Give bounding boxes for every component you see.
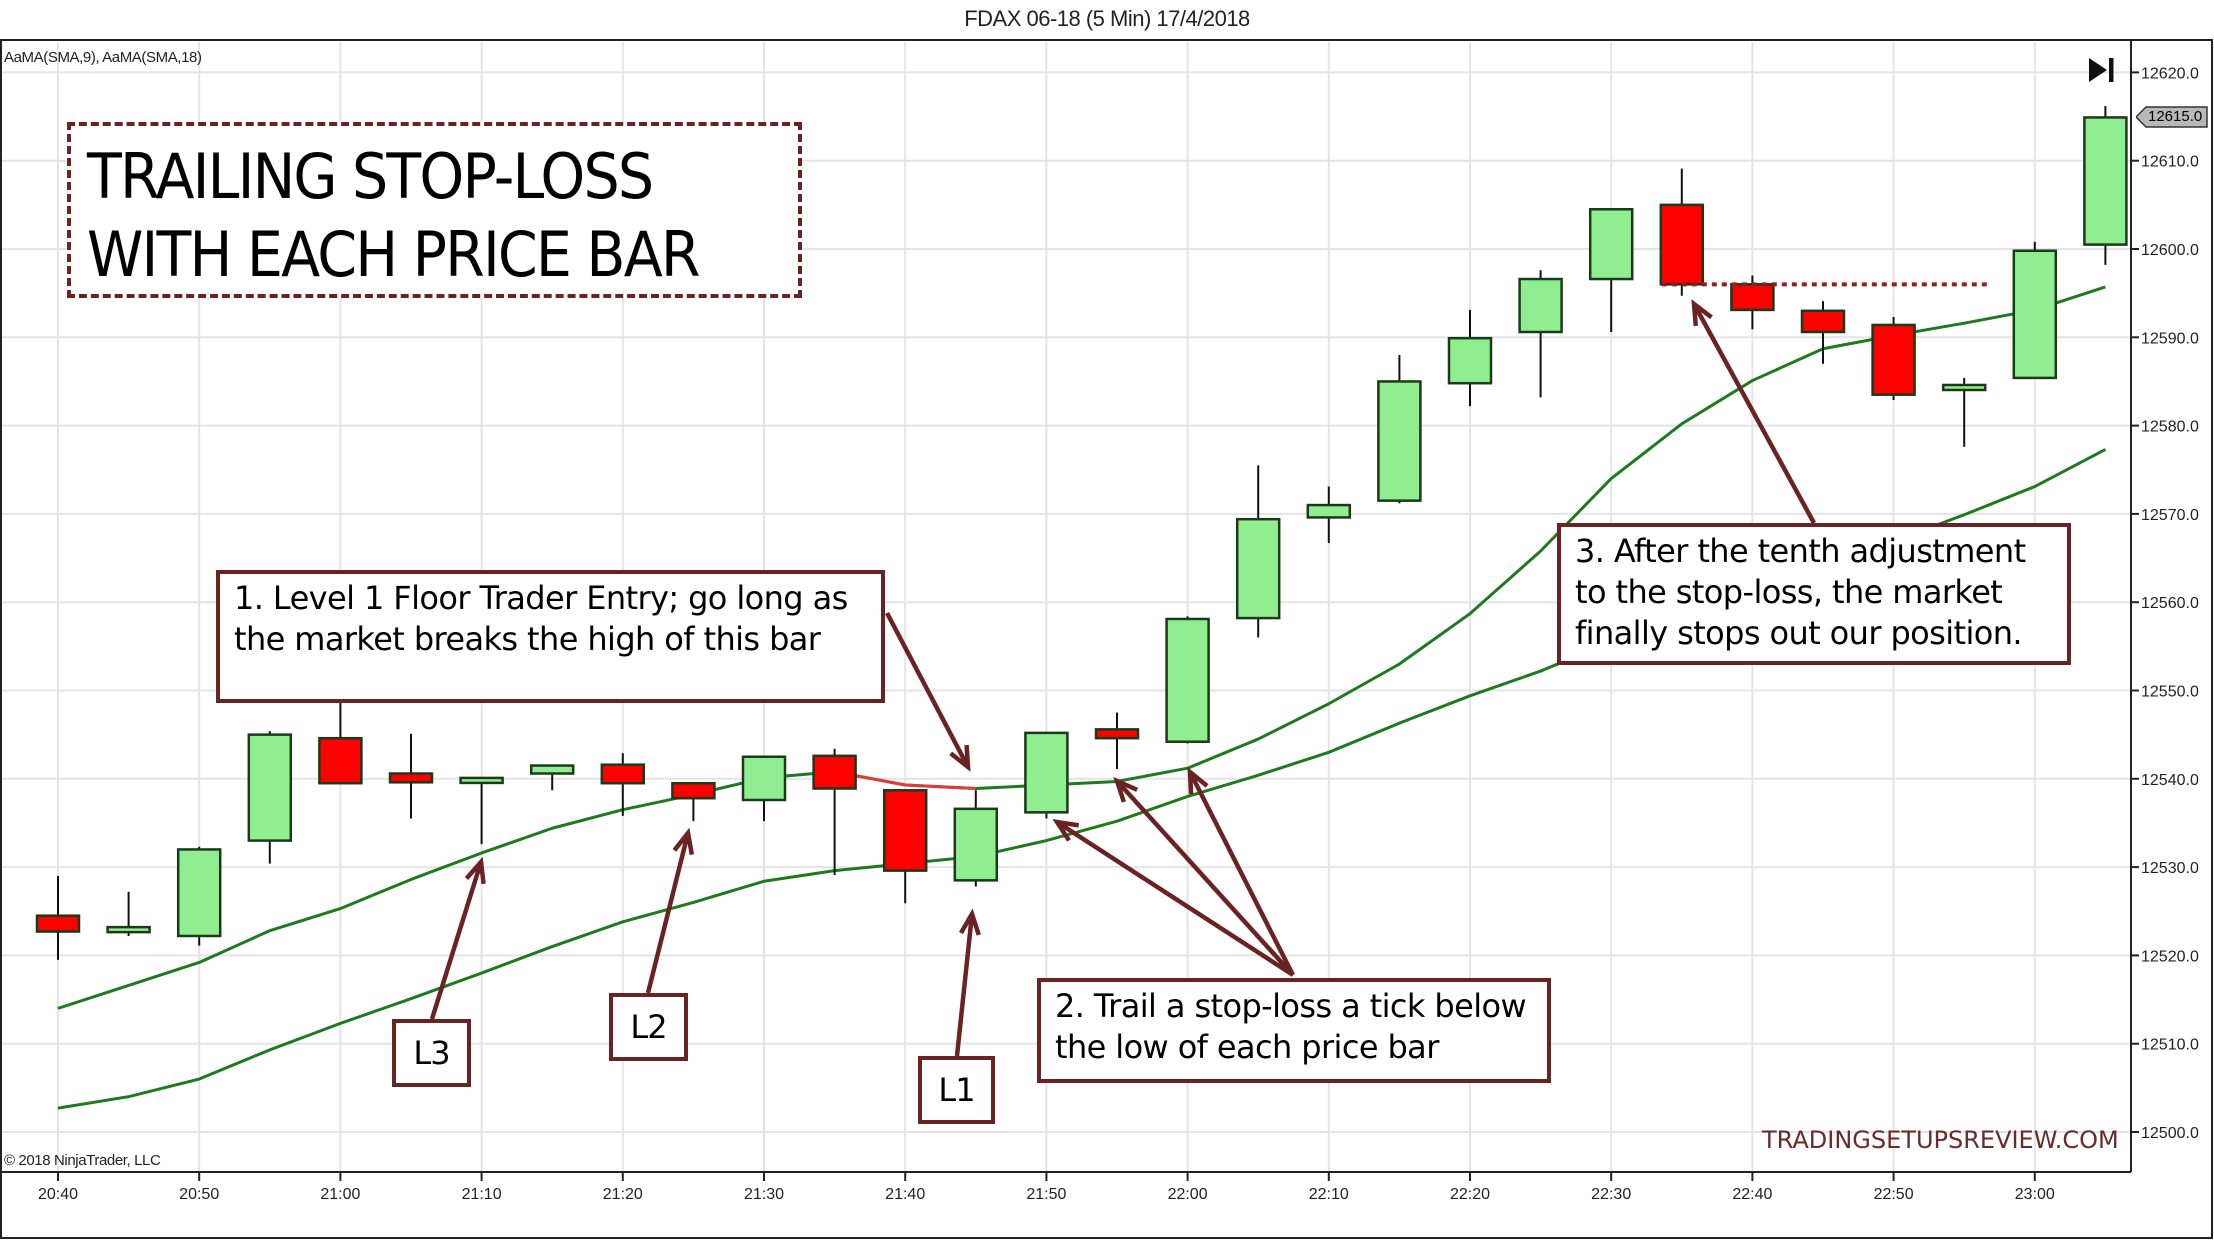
arrow-l2-to-2125 — [645, 827, 695, 994]
skip-to-end-icon[interactable] — [2087, 55, 2117, 85]
candle-2215[interactable] — [1377, 354, 1422, 504]
y-tick-label: 12620.0 — [2141, 65, 2199, 82]
candle-2150[interactable] — [1024, 731, 1069, 819]
x-tick-label: 22:50 — [1874, 1186, 1914, 1203]
note-stopped-line-3: finally stops out our position. — [1575, 614, 2023, 652]
x-tick-label: 21:20 — [603, 1186, 643, 1203]
candle-2135[interactable] — [812, 748, 857, 876]
label-l2: L2 — [609, 993, 688, 1061]
candle-2115[interactable] — [529, 764, 575, 791]
x-tick-label: 21:10 — [462, 1186, 502, 1203]
arrow-note2-to-2155 — [1113, 776, 1295, 977]
arrow-note2-to-2150 — [1052, 818, 1295, 977]
chart-frame — [0, 39, 2213, 1239]
note-trail: 2. Trail a stop-loss a tick below the lo… — [1037, 978, 1551, 1083]
y-axis-ticks: 12500.0 12510.0 12520.0 12530.0 12540.0 12550… — [2131, 65, 2199, 1142]
note-stopped-line-1: 3. After the tenth adjustment — [1575, 532, 2026, 570]
candle-2110[interactable] — [459, 776, 504, 845]
y-tick-label: 12500.0 — [2141, 1125, 2199, 1142]
watermark: TRADINGSETUPSREVIEW.COM — [1762, 1126, 2119, 1154]
annotation-arrows — [429, 299, 1816, 1057]
y-tick-label: 12570.0 — [2141, 507, 2199, 524]
candle-2230[interactable] — [1588, 208, 1634, 333]
candle-2200[interactable] — [1165, 616, 1210, 744]
candle-2225[interactable] — [1518, 270, 1563, 398]
candle-2140[interactable] — [882, 789, 928, 904]
y-tick-label: 12580.0 — [2141, 419, 2199, 436]
x-tick-label: 20:40 — [38, 1186, 78, 1203]
candle-2040[interactable] — [35, 875, 81, 960]
candle-2245[interactable] — [1800, 301, 1846, 364]
candle-2235[interactable] — [1659, 168, 1705, 296]
y-tick-label: 12550.0 — [2141, 684, 2199, 701]
candle-2050[interactable] — [176, 846, 222, 946]
copyright-text: © 2018 NinjaTrader, LLC — [4, 1152, 161, 1169]
x-tick-label: 22:30 — [1591, 1186, 1631, 1203]
candle-2305[interactable] — [2083, 105, 2128, 265]
sma-9-down-segment — [834, 770, 976, 791]
indicator-label: AaMA(SMA,9), AaMA(SMA,18) — [4, 49, 202, 66]
x-tick-label: 22:20 — [1450, 1186, 1490, 1203]
x-tick-label: 23:00 — [2015, 1186, 2055, 1203]
candle-2300[interactable] — [2012, 241, 2058, 380]
y-tick-label: 12540.0 — [2141, 772, 2199, 789]
y-tick-label: 12600.0 — [2141, 242, 2199, 259]
note-trail-line-1: 2. Trail a stop-loss a tick below — [1055, 987, 1527, 1025]
title-line-1: TRAILING STOP-LOSS — [87, 140, 654, 213]
x-tick-label: 21:30 — [744, 1186, 784, 1203]
x-axis-ticks: 20:40 20:50 21:00 21:10 21:20 21:30 21:40 21:50… — [38, 1172, 2055, 1203]
y-tick-label: 12560.0 — [2141, 595, 2199, 612]
x-tick-label: 21:00 — [320, 1186, 360, 1203]
candle-2250[interactable] — [1871, 316, 1916, 400]
x-tick-label: 20:50 — [179, 1186, 219, 1203]
y-tick-label: 12530.0 — [2141, 860, 2199, 877]
note-entry: 1. Level 1 Floor Trader Entry; go long a… — [216, 570, 885, 703]
last-price-label: 12615.0 — [2148, 108, 2203, 125]
candle-2055[interactable] — [247, 731, 293, 864]
candle-2155[interactable] — [1094, 712, 1140, 770]
candle-2255[interactable] — [1941, 377, 1987, 447]
y-tick-label: 12520.0 — [2141, 948, 2199, 965]
title-line-2: WITH EACH PRICE BAR — [87, 218, 701, 291]
candle-2145[interactable] — [953, 790, 999, 887]
label-l1: L1 — [918, 1056, 995, 1124]
candle-2220[interactable] — [1447, 309, 1493, 407]
arrow-l1-to-2145 — [954, 908, 981, 1057]
candle-2210[interactable] — [1306, 486, 1352, 544]
candlesticks[interactable] — [35, 105, 2128, 960]
candle-2100[interactable] — [318, 689, 363, 785]
candle-2130[interactable] — [741, 755, 787, 822]
sma-9-line — [57, 285, 2106, 1010]
note-entry-line-1: 1. Level 1 Floor Trader Entry; go long a… — [234, 579, 848, 617]
arrow-note3-to-stopout — [1691, 299, 1816, 525]
x-tick-label: 22:40 — [1732, 1186, 1772, 1203]
y-tick-label: 12590.0 — [2141, 330, 2199, 347]
candle-2120[interactable] — [600, 753, 646, 816]
candle-2125[interactable] — [671, 781, 716, 822]
candle-2105[interactable] — [388, 733, 434, 819]
chart-title: FDAX 06-18 (5 Min) 17/4/2018 — [964, 6, 1250, 31]
note-stopped-out: 3. After the tenth adjustment to the sto… — [1557, 523, 2071, 665]
x-tick-label: 22:10 — [1309, 1186, 1349, 1203]
note-stopped-line-2: to the stop-loss, the market — [1575, 573, 2003, 611]
candle-2045[interactable] — [106, 891, 151, 936]
title-box: TRAILING STOP-LOSS WITH EACH PRICE BAR — [67, 122, 802, 298]
y-tick-label: 12510.0 — [2141, 1037, 2199, 1054]
arrow-l3-to-2110 — [429, 856, 486, 1020]
note-trail-line-2: the low of each price bar — [1055, 1028, 1439, 1066]
x-tick-label: 21:50 — [1026, 1186, 1066, 1203]
x-tick-label: 21:40 — [885, 1186, 925, 1203]
y-tick-label: 12610.0 — [2141, 154, 2199, 171]
candle-2205[interactable] — [1235, 465, 1281, 638]
x-tick-label: 22:00 — [1168, 1186, 1208, 1203]
label-l3: L3 — [392, 1019, 471, 1087]
note-entry-line-2: the market breaks the high of this bar — [234, 620, 821, 658]
last-price-marker: 12615.0 — [2136, 106, 2208, 128]
arrow-note2-to-2200 — [1187, 767, 1296, 977]
arrow-note1-to-entry-bar — [885, 611, 971, 772]
